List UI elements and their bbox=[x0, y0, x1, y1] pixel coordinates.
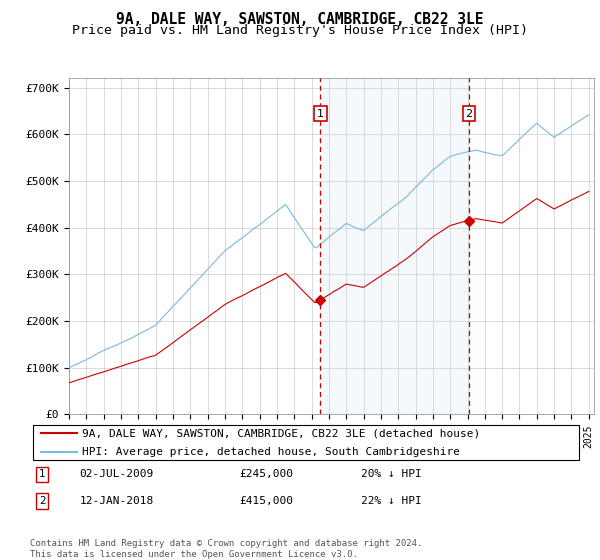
Text: 9A, DALE WAY, SAWSTON, CAMBRIDGE, CB22 3LE: 9A, DALE WAY, SAWSTON, CAMBRIDGE, CB22 3… bbox=[116, 12, 484, 27]
Text: 22% ↓ HPI: 22% ↓ HPI bbox=[361, 496, 422, 506]
Text: 2: 2 bbox=[466, 109, 472, 119]
Text: 20% ↓ HPI: 20% ↓ HPI bbox=[361, 469, 422, 479]
Text: Price paid vs. HM Land Registry's House Price Index (HPI): Price paid vs. HM Land Registry's House … bbox=[72, 24, 528, 37]
Text: Contains HM Land Registry data © Crown copyright and database right 2024.
This d: Contains HM Land Registry data © Crown c… bbox=[30, 539, 422, 559]
Text: 02-JUL-2009: 02-JUL-2009 bbox=[80, 469, 154, 479]
Text: HPI: Average price, detached house, South Cambridgeshire: HPI: Average price, detached house, Sout… bbox=[82, 447, 460, 458]
Text: £245,000: £245,000 bbox=[240, 469, 294, 479]
Bar bbox=[320, 78, 469, 414]
Text: 1: 1 bbox=[39, 469, 46, 479]
Text: 9A, DALE WAY, SAWSTON, CAMBRIDGE, CB22 3LE (detached house): 9A, DALE WAY, SAWSTON, CAMBRIDGE, CB22 3… bbox=[82, 428, 481, 438]
Text: £415,000: £415,000 bbox=[240, 496, 294, 506]
Text: 2: 2 bbox=[39, 496, 46, 506]
Text: 12-JAN-2018: 12-JAN-2018 bbox=[80, 496, 154, 506]
Text: 1: 1 bbox=[317, 109, 324, 119]
FancyBboxPatch shape bbox=[33, 426, 579, 460]
